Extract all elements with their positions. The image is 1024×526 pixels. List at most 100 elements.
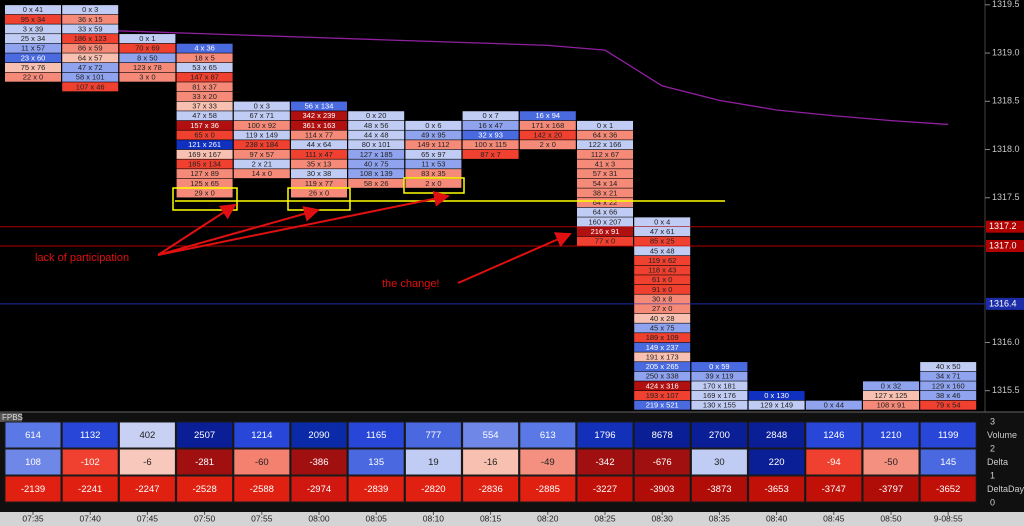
footprint-cell-text: 97 x 57 [249,150,274,159]
footprint-cell [691,381,748,391]
x-tick-label: 08:45 [823,513,845,523]
panel-cell-text: 614 [25,430,41,441]
panel-cell-text: 402 [139,430,155,441]
panel-cell [462,448,520,476]
footprint-cell-text: 108 x 139 [360,169,393,178]
panel-cell [404,448,462,476]
footprint-cell [405,130,462,140]
arrow [157,206,320,256]
footprint-cell [233,120,290,130]
footprint-cell [5,53,61,63]
footprint-cell-text: 127 x 125 [875,391,908,400]
footprint-cell-text: 77 x 0 [595,237,615,246]
footprint-cell-text: 85 x 25 [650,237,675,246]
panel-cell [919,421,977,449]
x-tick-label: 07:55 [251,513,273,523]
footprint-cell [634,255,691,265]
footprint-cell-text: 147 x 87 [190,73,219,82]
footprint-cell-text: 83 x 35 [421,169,446,178]
panel-title: FPBS [2,413,23,422]
footprint-cell-text: 16 x 94 [535,111,560,120]
panel-cell [805,475,863,503]
footprint-cell [5,34,61,44]
footprint-cell [119,63,176,73]
arrow [157,190,450,256]
y-tick-label: 1317.5 [992,192,1020,202]
price-marker [986,240,1024,252]
panel-cell [748,448,806,476]
price-marker [986,220,1024,233]
panel-cell-text: -281 [195,457,214,468]
panel-cell [462,421,520,449]
panel-cell [176,421,234,449]
footprint-cell [405,120,462,130]
panel-cell-text: -3797 [879,484,903,495]
footprint-cell-text: 87 x 7 [480,150,500,159]
panel-cell-text: -16 [484,457,498,468]
footprint-cell-text: 169 x 176 [703,391,736,400]
footprint-cell [405,159,462,169]
panel-cell-text: -342 [595,457,614,468]
footprint-cell [176,72,233,82]
panel-cell [919,475,977,503]
footprint-cell-text: 8 x 50 [137,53,157,62]
footprint-cell-text: 57 x 31 [593,169,618,178]
footprint-cell [577,178,633,188]
footprint-cell-text: 47 x 72 [78,63,103,72]
footprint-cell [233,111,290,121]
footprint-cell [691,391,748,401]
footprint-cell [691,362,748,372]
panel-cell-text: -50 [884,457,898,468]
footprint-cell [119,53,176,63]
footprint-cell [348,140,405,150]
panel-cell-text: -3227 [593,484,617,495]
footprint-cell-text: 95 x 34 [21,15,46,24]
footprint-cell-text: 11 x 57 [21,44,45,53]
panel-axis-label: 0 [990,497,995,507]
footprint-cell [863,381,919,391]
panel-cell-text: 2507 [194,430,215,441]
panel-cell-text: 220 [769,457,785,468]
panel-cell [176,475,234,503]
panel-cell-text: 613 [540,430,556,441]
footprint-cell-text: 41 x 3 [595,159,615,168]
footprint-cell-text: 23 x 60 [21,53,46,62]
footprint-cell [863,391,919,401]
footprint-cell [348,178,405,188]
footprint-cell-text: 238 x 184 [245,140,278,149]
y-tick-label: 1318.5 [992,96,1020,106]
panel-cell [919,448,977,476]
footprint-cell [176,63,233,73]
time-axis-bg [0,512,1024,526]
x-tick-label: 08:30 [652,513,674,523]
panel-cell [118,475,176,503]
footprint-cell [805,400,862,410]
footprint-cell [577,188,633,198]
footprint-cell [119,43,176,53]
x-tick-label: 08:05 [366,513,388,523]
panel-cell [519,421,577,449]
panel-cell [805,448,863,476]
footprint-cell [519,130,576,140]
panel-cell-text: -2885 [536,484,560,495]
footprint-cell-text: 34 x 71 [936,372,961,381]
footprint-cell [634,217,691,227]
panel-axis-label: 2 [990,443,995,453]
footprint-cell [634,275,691,285]
footprint-cell [405,149,462,159]
panel-cell [176,448,234,476]
panel-cell [519,475,577,503]
panel-cell [118,448,176,476]
panel-cell [347,448,405,476]
panel-cell [576,421,634,449]
footprint-cell-text: 91 x 0 [652,285,672,294]
panel-axis-label: 1 [990,470,995,480]
footprint-cell-text: 45 x 75 [650,323,675,332]
footprint-cell [634,342,691,352]
footprint-cell-text: 0 x 3 [82,5,98,14]
panel-cell-text: -2139 [21,484,45,495]
panel-cell [61,448,119,476]
footprint-cell [519,120,576,130]
footprint-cell [462,130,519,140]
footprint-cell-text: 32 x 93 [478,131,503,140]
